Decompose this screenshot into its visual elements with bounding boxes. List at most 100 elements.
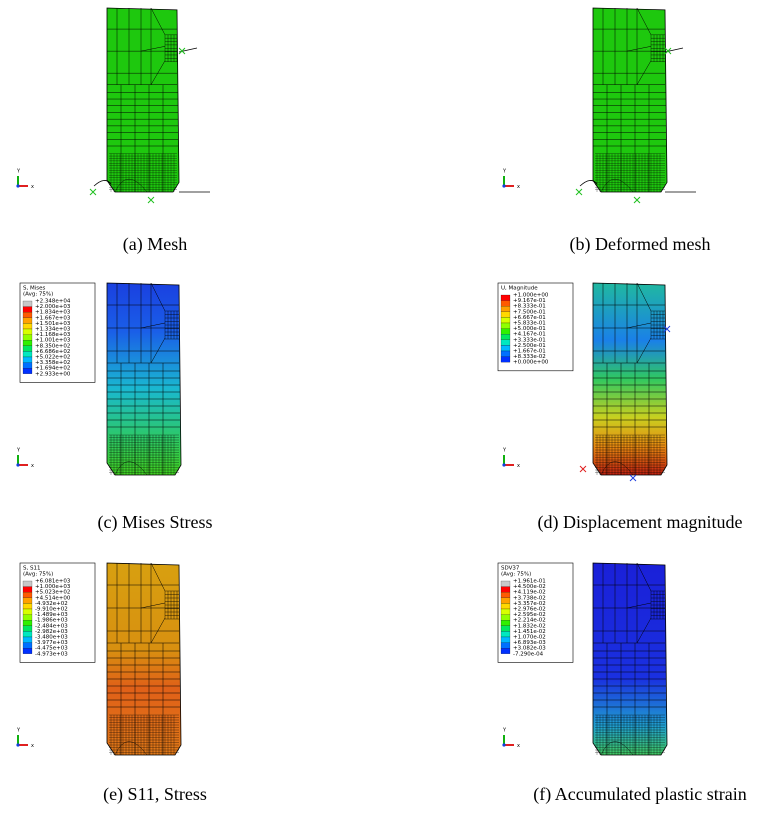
legend-swatch — [22, 328, 33, 335]
marker-cross — [663, 325, 671, 333]
axis-y-label: Y — [16, 448, 21, 454]
mesh-line — [140, 322, 166, 329]
legend-swatch — [500, 580, 511, 587]
mesh-notch — [114, 741, 148, 756]
legend-label: +3.738e-02 — [513, 595, 546, 601]
axis-x-label: x — [31, 463, 34, 469]
legend-swatch — [500, 317, 511, 324]
legend-swatch — [22, 334, 33, 341]
legend-label: +3.333e-01 — [513, 337, 546, 343]
legend-swatch — [22, 642, 33, 649]
legend-label: -3.480e+03 — [35, 635, 68, 641]
legend-label: +8.350e+02 — [35, 343, 70, 349]
legend-box — [497, 282, 574, 372]
mesh — [106, 562, 182, 756]
mesh-notch — [600, 178, 634, 193]
legend-label: -1.489e+03 — [35, 612, 68, 618]
legend-swatch — [22, 345, 33, 352]
legend-label: +4.514e+00 — [35, 595, 71, 601]
axis-origin — [16, 184, 20, 188]
mesh-line — [636, 617, 652, 644]
legend-label: +4.500e-02 — [513, 584, 546, 590]
marker-cross — [89, 188, 97, 196]
legend-swatch — [22, 368, 33, 374]
legend-swatch — [22, 597, 33, 604]
mesh-notch — [600, 461, 634, 476]
legend-swatch — [22, 323, 33, 330]
legend-label: +1.501e+03 — [35, 321, 71, 327]
legend-box — [19, 562, 96, 663]
axis-y-label: Y — [16, 728, 21, 734]
mesh — [106, 282, 182, 476]
legend-swatch — [22, 300, 33, 307]
axis-origin — [502, 463, 506, 467]
legend-swatch — [22, 340, 33, 346]
legend-swatch — [500, 586, 511, 593]
caption: (f) Accumulated plastic strain — [533, 784, 746, 805]
legend-swatch — [22, 306, 33, 313]
legend-label: +1.961e-01 — [513, 579, 546, 585]
legend-label: -9.910e+02 — [35, 607, 68, 613]
axis-x-label: x — [31, 743, 34, 749]
legend-subtitle: (Avg: 75%) — [23, 572, 53, 578]
axis-y-label: Y — [16, 169, 21, 175]
legend-label: +1.667e-01 — [513, 349, 546, 355]
marker-cross — [579, 465, 587, 473]
legend-box — [497, 562, 574, 663]
legend-swatch — [22, 362, 33, 369]
legend-label: +1.070e-02 — [513, 635, 546, 641]
legend-swatch — [22, 351, 33, 358]
legend-title: SDV37 — [501, 566, 520, 572]
legend-swatch — [22, 312, 33, 318]
mesh-line — [636, 60, 652, 85]
fixture-arc — [93, 180, 112, 187]
legend-label: +9.167e-01 — [513, 298, 546, 304]
legend-label: -3.977e+03 — [35, 640, 68, 646]
legend-swatch — [500, 631, 511, 638]
legend-label: +1.334e+03 — [35, 327, 71, 333]
mesh — [592, 282, 668, 476]
legend-label: +1.451e-02 — [513, 629, 546, 635]
legend-subtitle: (Avg: 75%) — [501, 572, 531, 578]
mesh-line — [626, 322, 652, 329]
legend-label: +5.023e+02 — [35, 590, 70, 596]
legend-label: -4.475e+03 — [35, 646, 68, 652]
legend-swatch — [500, 614, 511, 621]
mesh-line — [150, 337, 166, 364]
mesh-line — [150, 282, 166, 312]
legend-label: +3.358e+02 — [35, 360, 70, 366]
legend-swatch — [22, 608, 33, 615]
legend-swatch — [500, 328, 511, 335]
mesh-line — [150, 617, 166, 644]
mesh-line — [626, 46, 652, 52]
legend-swatch — [500, 322, 511, 329]
legend-swatch — [500, 597, 511, 604]
legend-box — [19, 282, 96, 383]
legend-swatch — [500, 625, 511, 632]
legend-label: -4.973e+03 — [35, 651, 68, 657]
caption: (c) Mises Stress — [98, 512, 213, 533]
legend-label: +2.595e-02 — [513, 612, 546, 618]
mesh-line — [140, 602, 166, 609]
caption: (e) S11, Stress — [103, 784, 207, 805]
legend-label: +6.893e-03 — [513, 640, 546, 646]
mesh — [592, 562, 668, 756]
legend-label: +2.000e+03 — [35, 304, 71, 310]
legend-label: -7.290e-04 — [513, 651, 544, 657]
caption: (d) Displacement magnitude — [538, 512, 743, 533]
legend-label: +1.694e+02 — [35, 366, 70, 372]
mesh-line — [150, 60, 166, 85]
legend-swatch — [500, 311, 511, 318]
legend-swatch — [500, 648, 511, 654]
legend-swatch — [22, 648, 33, 654]
legend-label: +1.667e+03 — [35, 315, 71, 321]
legend-label: +5.833e-01 — [513, 321, 546, 327]
legend-label: +1.168e+03 — [35, 332, 71, 338]
caption: (a) Mesh — [123, 234, 187, 255]
axis-x-label: x — [517, 463, 520, 469]
legend-swatch — [22, 592, 33, 598]
axis-x-label: x — [517, 743, 520, 749]
legend-label: +8.333e-02 — [513, 354, 546, 360]
legend-label: +7.500e-01 — [513, 309, 546, 315]
